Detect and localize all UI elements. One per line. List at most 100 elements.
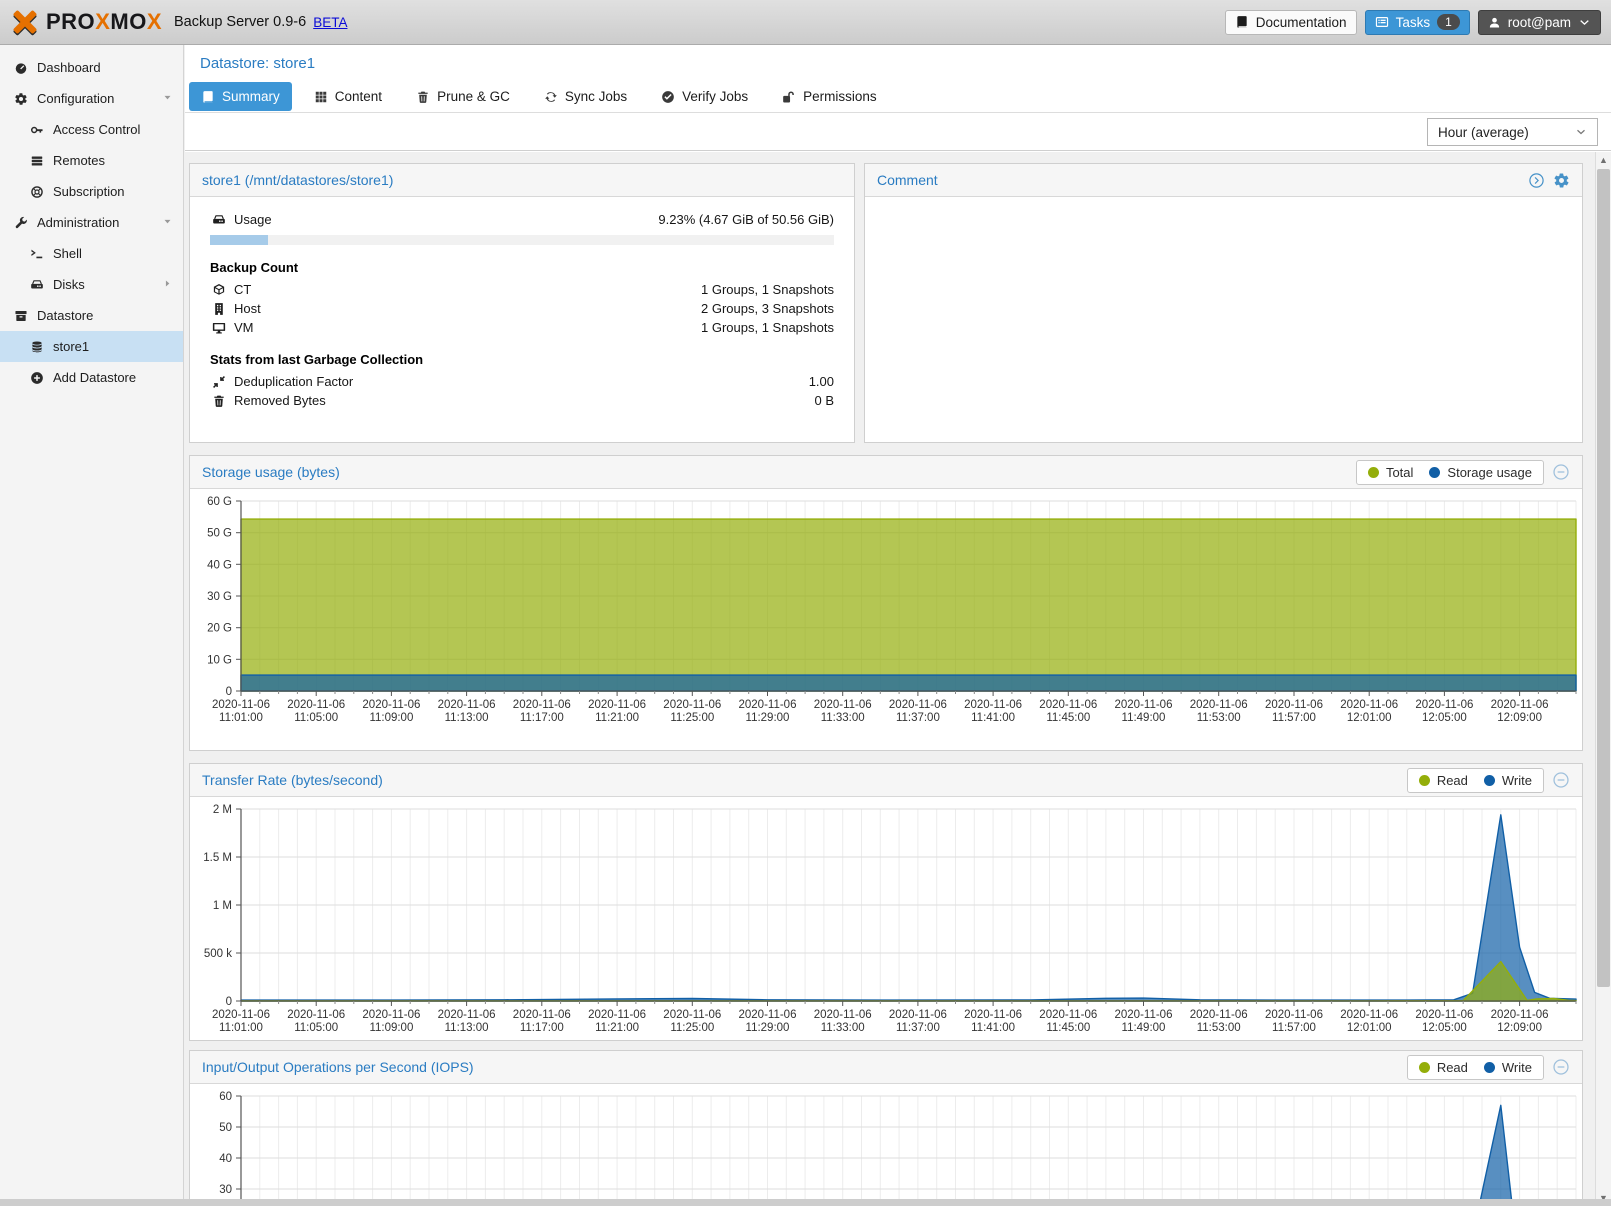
sidebar-item-configuration[interactable]: Configuration <box>0 83 183 114</box>
legend-label: Total <box>1385 464 1414 480</box>
svg-text:2020-11-06: 2020-11-06 <box>814 1009 872 1021</box>
chevron-right-icon[interactable] <box>162 277 173 292</box>
svg-text:1.5 M: 1.5 M <box>203 852 232 864</box>
svg-text:2020-11-06: 2020-11-06 <box>1190 1009 1248 1021</box>
collapse-chart-icon[interactable] <box>1552 771 1570 789</box>
tab-label: Verify Jobs <box>682 89 749 104</box>
gears-icon <box>13 92 29 106</box>
beta-link[interactable]: BETA <box>313 14 348 30</box>
svg-text:40 G: 40 G <box>207 559 232 571</box>
row-value: 2 Groups, 3 Snapshots <box>701 301 834 316</box>
sidebar-item-access-control[interactable]: Access Control <box>0 114 183 145</box>
panel-title: Comment <box>877 172 938 188</box>
scroll-down-arrow[interactable]: ▼ <box>1599 1193 1608 1203</box>
svg-text:2020-11-06: 2020-11-06 <box>212 699 270 711</box>
chart-legend: Read Write <box>1406 767 1544 793</box>
unlock-icon <box>782 90 796 104</box>
svg-text:20 G: 20 G <box>207 623 232 635</box>
legend-item[interactable]: Read <box>1418 772 1468 788</box>
legend-item[interactable]: Write <box>1483 773 1532 788</box>
svg-text:0: 0 <box>226 686 232 698</box>
transfer-rate-chart-panel: Transfer Rate (bytes/second) Read Write 2… <box>189 763 1583 1041</box>
usage-progress-fill <box>210 235 268 245</box>
summary-toolbar: Hour (average) <box>185 113 1611 151</box>
svg-text:11:53:00: 11:53:00 <box>1197 1022 1241 1034</box>
svg-text:2020-11-06: 2020-11-06 <box>1190 699 1248 711</box>
tab-content[interactable]: Content <box>302 82 394 111</box>
svg-text:11:45:00: 11:45:00 <box>1046 1022 1090 1034</box>
chevron-down-icon <box>1578 16 1591 29</box>
tasks-icon <box>1375 15 1389 29</box>
svg-text:2020-11-06: 2020-11-06 <box>663 1009 721 1021</box>
tab-sync-jobs[interactable]: Sync Jobs <box>532 82 639 111</box>
sidebar-item-datastore[interactable]: Datastore <box>0 300 183 331</box>
vertical-scrollbar[interactable]: ▲ ▼ <box>1595 152 1611 1206</box>
plus-circle-icon <box>29 371 45 385</box>
tab-label: Permissions <box>803 89 877 104</box>
collapse-chart-icon[interactable] <box>1552 1058 1570 1076</box>
svg-text:11:37:00: 11:37:00 <box>896 712 940 724</box>
usage-label: Usage <box>234 212 272 227</box>
database-icon <box>29 340 45 354</box>
check-circle-icon <box>661 90 675 104</box>
chart-legend: Total Storage usage <box>1355 459 1544 485</box>
collapse-chart-icon[interactable] <box>1552 463 1570 481</box>
svg-text:2020-11-06: 2020-11-06 <box>1491 699 1549 711</box>
tasks-label: Tasks <box>1395 14 1431 30</box>
scroll-up-arrow[interactable]: ▲ <box>1599 155 1608 165</box>
sidebar-item-shell[interactable]: Shell <box>0 238 183 269</box>
sidebar-item-remotes[interactable]: Remotes <box>0 145 183 176</box>
time-range-select[interactable]: Hour (average) <box>1427 118 1598 146</box>
sidebar-item-add-datastore[interactable]: Add Datastore <box>0 362 183 393</box>
legend-label: Read <box>1436 772 1468 788</box>
tab-permissions[interactable]: Permissions <box>770 82 889 111</box>
legend-dot <box>1483 774 1495 786</box>
sidebar-item-label: Configuration <box>37 91 115 106</box>
svg-text:11:41:00: 11:41:00 <box>971 712 1015 724</box>
sidebar-item-subscription[interactable]: Subscription <box>0 176 183 207</box>
tab-verify-jobs[interactable]: Verify Jobs <box>649 82 760 111</box>
tab-summary[interactable]: Summary <box>189 82 292 111</box>
panel-title: Storage usage (bytes) <box>202 464 340 480</box>
sidebar-item-disks[interactable]: Disks <box>0 269 183 300</box>
svg-text:2020-11-06: 2020-11-06 <box>287 699 345 711</box>
row-value: 1 Groups, 1 Snapshots <box>701 320 834 335</box>
sidebar-item-store1[interactable]: store1 <box>0 331 183 362</box>
svg-text:12:05:00: 12:05:00 <box>1422 1022 1467 1034</box>
tasks-button[interactable]: Tasks 1 <box>1364 9 1470 35</box>
chevron-down-icon[interactable] <box>162 215 173 230</box>
legend-item[interactable]: Read <box>1418 1060 1468 1075</box>
svg-text:2020-11-06: 2020-11-06 <box>1039 699 1097 711</box>
chevron-down-icon[interactable] <box>162 91 173 106</box>
tab-prune-gc[interactable]: Prune & GC <box>404 82 522 111</box>
trash-icon <box>210 394 228 408</box>
chevron-circle-right-icon[interactable] <box>1528 172 1545 189</box>
legend-label: Write <box>1501 1059 1532 1075</box>
svg-text:2020-11-06: 2020-11-06 <box>1115 699 1173 711</box>
svg-text:11:01:00: 11:01:00 <box>219 1022 263 1034</box>
svg-text:11:57:00: 11:57:00 <box>1272 1022 1316 1034</box>
svg-text:2020-11-06: 2020-11-06 <box>588 699 646 711</box>
sidebar-item-administration[interactable]: Administration <box>0 207 183 238</box>
username-label: root@pam <box>1507 14 1571 30</box>
sidebar-item-dashboard[interactable]: Dashboard <box>0 52 183 83</box>
usage-progress-bar <box>210 235 834 245</box>
datastore-info-panel: store1 (/mnt/datastores/store1) Usage 9.… <box>189 163 855 443</box>
tasks-count-badge: 1 <box>1437 14 1460 30</box>
sidebar-item-label: Administration <box>37 215 120 230</box>
gear-icon[interactable] <box>1553 172 1570 189</box>
legend-item[interactable]: Write <box>1483 1059 1532 1075</box>
svg-text:30 G: 30 G <box>207 591 232 603</box>
legend-item[interactable]: Total <box>1367 464 1414 480</box>
user-menu-button[interactable]: root@pam <box>1477 9 1601 35</box>
cube-icon <box>210 283 228 297</box>
legend-dot <box>1429 466 1441 478</box>
user-icon <box>1488 16 1501 29</box>
documentation-button[interactable]: Documentation <box>1224 9 1357 35</box>
iops-chart: 2020-11-0611:01:002020-11-0611:05:002020… <box>190 1084 1582 1206</box>
hdd-icon <box>29 278 45 292</box>
wrench-icon <box>13 216 29 230</box>
scrollbar-thumb[interactable] <box>1597 169 1610 987</box>
legend-item[interactable]: Storage usage <box>1429 465 1532 480</box>
svg-text:2 M: 2 M <box>213 804 232 816</box>
